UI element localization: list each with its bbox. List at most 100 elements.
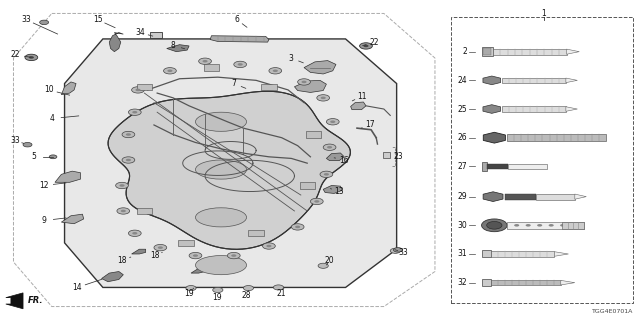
Circle shape — [317, 95, 330, 101]
Text: 18: 18 — [150, 251, 160, 260]
Circle shape — [120, 184, 125, 187]
Circle shape — [324, 173, 329, 176]
Circle shape — [126, 159, 131, 161]
Polygon shape — [102, 271, 124, 282]
Text: 13: 13 — [334, 188, 344, 196]
Circle shape — [132, 111, 138, 114]
Bar — [481, 162, 486, 171]
Polygon shape — [55, 171, 81, 182]
Text: 33: 33 — [21, 15, 31, 24]
Circle shape — [320, 171, 333, 178]
Polygon shape — [483, 192, 503, 202]
Circle shape — [40, 20, 49, 25]
Bar — [137, 84, 152, 90]
Circle shape — [122, 157, 135, 163]
Text: 34: 34 — [135, 28, 145, 37]
Ellipse shape — [195, 160, 246, 179]
Circle shape — [116, 182, 129, 189]
Circle shape — [273, 285, 284, 290]
Bar — [481, 47, 493, 56]
Polygon shape — [210, 36, 269, 42]
Polygon shape — [351, 102, 366, 110]
Text: 10: 10 — [44, 85, 53, 94]
Polygon shape — [304, 60, 336, 74]
Circle shape — [189, 252, 202, 259]
Circle shape — [154, 244, 167, 251]
Bar — [490, 280, 561, 285]
Bar — [204, 64, 219, 71]
Circle shape — [234, 61, 246, 68]
Circle shape — [168, 69, 173, 72]
Bar — [490, 252, 554, 257]
Circle shape — [237, 63, 243, 66]
Circle shape — [262, 243, 275, 249]
Circle shape — [164, 68, 176, 74]
Circle shape — [560, 224, 565, 227]
Polygon shape — [566, 78, 577, 83]
Polygon shape — [108, 91, 350, 249]
Circle shape — [23, 142, 32, 147]
Bar — [306, 131, 321, 138]
Circle shape — [327, 146, 332, 148]
Circle shape — [121, 210, 126, 212]
Bar — [502, 78, 566, 83]
Circle shape — [212, 287, 223, 292]
Circle shape — [122, 131, 135, 138]
Text: 22: 22 — [11, 50, 20, 59]
Polygon shape — [483, 105, 500, 113]
Bar — [563, 222, 584, 229]
Circle shape — [525, 224, 531, 227]
Text: 28: 28 — [242, 291, 252, 300]
Text: 1: 1 — [541, 9, 546, 18]
Text: 16: 16 — [339, 156, 349, 164]
Circle shape — [537, 224, 542, 227]
Bar — [507, 134, 606, 141]
Text: 31: 31 — [457, 250, 467, 259]
Circle shape — [126, 133, 131, 136]
Circle shape — [481, 219, 507, 232]
Text: 23: 23 — [393, 152, 403, 161]
Circle shape — [390, 248, 401, 253]
Bar — [486, 164, 508, 169]
Polygon shape — [167, 45, 189, 52]
Bar — [300, 182, 315, 189]
Circle shape — [318, 263, 328, 268]
Circle shape — [548, 224, 554, 227]
Polygon shape — [323, 186, 342, 194]
Bar — [508, 164, 547, 169]
Text: 29: 29 — [457, 192, 467, 201]
Circle shape — [25, 54, 38, 60]
Text: 30: 30 — [457, 221, 467, 230]
Ellipse shape — [195, 208, 246, 227]
Polygon shape — [109, 33, 124, 52]
Circle shape — [364, 45, 369, 47]
Text: 5: 5 — [31, 152, 36, 161]
Circle shape — [266, 245, 271, 247]
Text: 24: 24 — [457, 76, 467, 85]
Bar — [483, 49, 491, 55]
Bar — [248, 230, 264, 236]
Circle shape — [186, 285, 196, 291]
Circle shape — [298, 79, 310, 85]
Text: TGG4E0701A: TGG4E0701A — [591, 308, 633, 314]
Circle shape — [29, 56, 34, 59]
Bar — [481, 251, 490, 258]
Text: 7: 7 — [231, 79, 236, 88]
Bar — [536, 194, 575, 199]
Circle shape — [243, 285, 253, 291]
Text: 3: 3 — [289, 53, 294, 62]
Bar — [150, 32, 162, 38]
Circle shape — [330, 121, 335, 123]
Ellipse shape — [195, 112, 246, 131]
Polygon shape — [65, 39, 397, 287]
Text: 33: 33 — [10, 136, 20, 145]
Circle shape — [295, 226, 300, 228]
Circle shape — [227, 252, 240, 259]
Circle shape — [231, 254, 236, 257]
Bar — [507, 222, 584, 229]
Circle shape — [136, 89, 141, 91]
Polygon shape — [566, 107, 577, 111]
Circle shape — [158, 246, 163, 249]
Polygon shape — [575, 194, 586, 199]
Bar — [481, 279, 490, 286]
